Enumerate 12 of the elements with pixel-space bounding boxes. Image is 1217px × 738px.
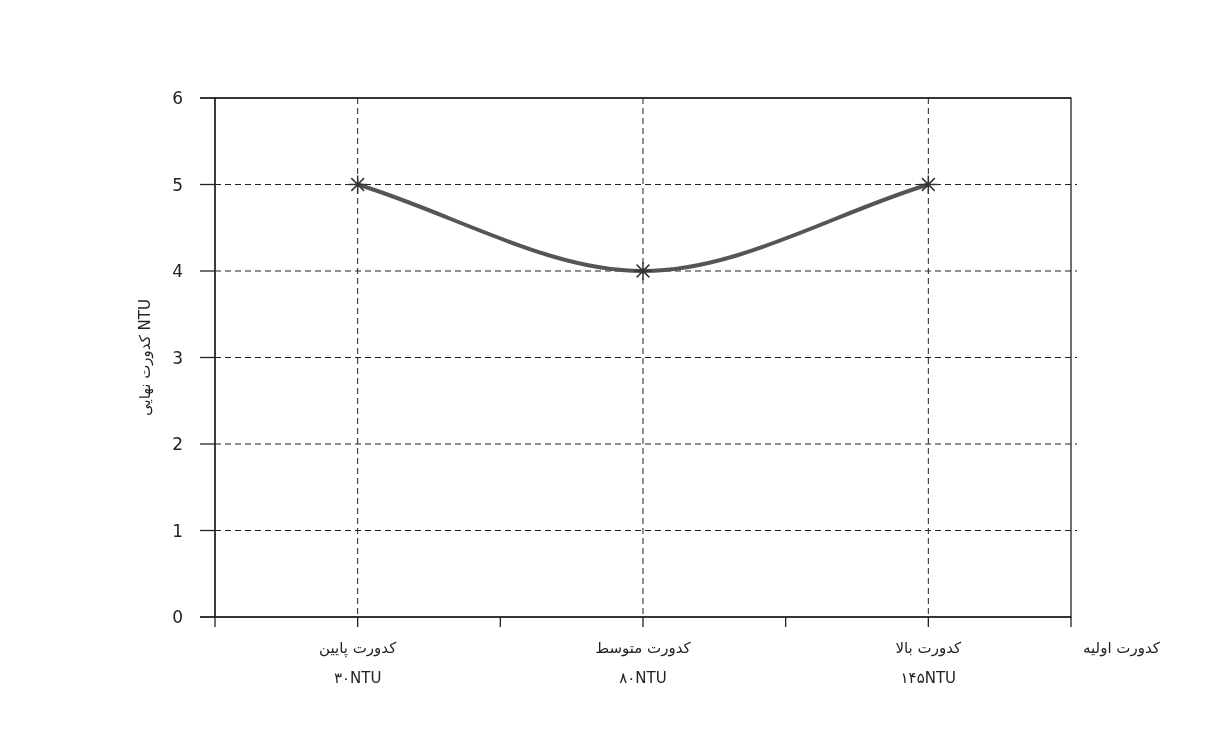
x-tick-label: کدورت متوسط ۸۰NTU — [595, 639, 692, 687]
y-tick-label: 1 — [172, 520, 183, 541]
x-tick-label: کدورت بالا ۱۴۵NTU — [895, 639, 963, 687]
y-tick-label: 6 — [172, 88, 183, 108]
y-tick-label: 5 — [172, 174, 183, 195]
y-tick-label: 4 — [172, 261, 183, 281]
y-tick-label: 3 — [172, 347, 183, 368]
x-tick-label: کدورت پایین ۳۰NTU — [319, 639, 398, 687]
y-axis-title: کدورت نهایی NTU — [136, 299, 154, 416]
y-tick-label: 0 — [172, 607, 183, 627]
x-axis-title: کدورت اولیه — [1083, 639, 1161, 657]
y-tick-label: 2 — [172, 434, 183, 454]
